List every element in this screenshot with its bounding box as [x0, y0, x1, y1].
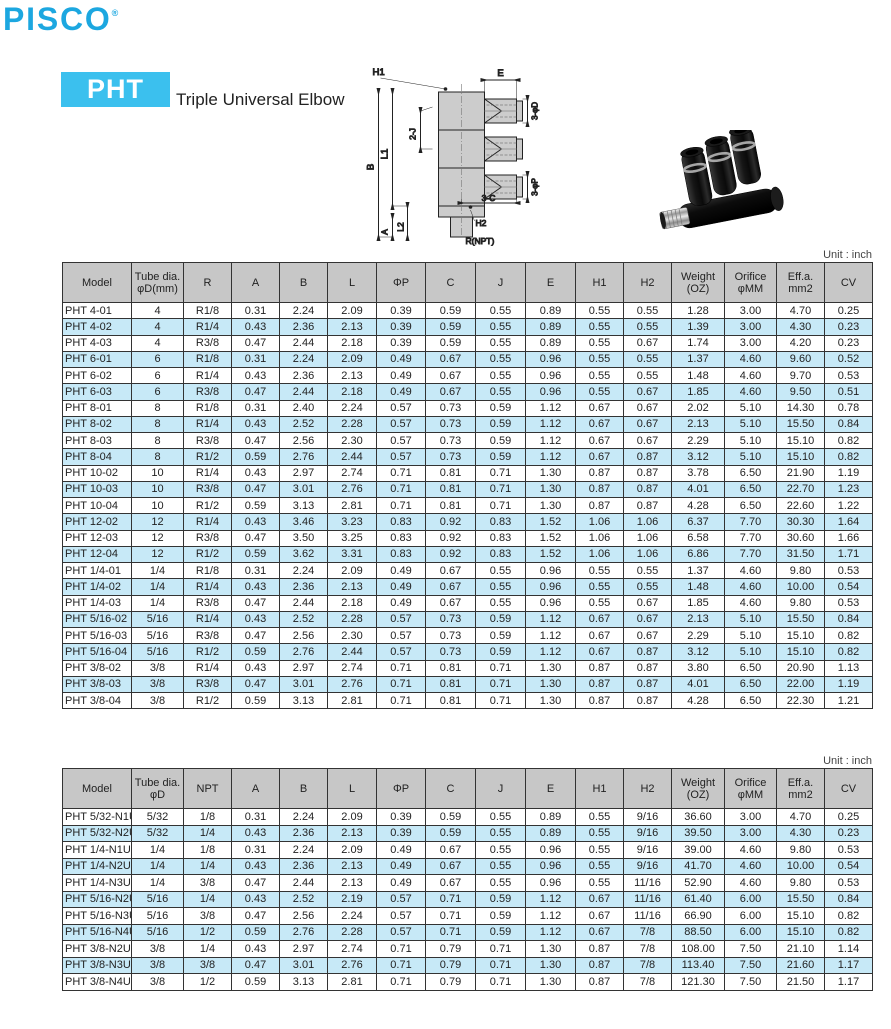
- svg-text:A: A: [380, 229, 390, 235]
- svg-text:3-φP: 3-φP: [531, 178, 540, 196]
- svg-text:E: E: [497, 68, 503, 79]
- svg-text:L1: L1: [380, 149, 391, 160]
- svg-text:3-C: 3-C: [482, 193, 496, 203]
- svg-text:2-J: 2-J: [408, 128, 418, 140]
- svg-text:H1: H1: [373, 67, 385, 78]
- svg-text:B: B: [366, 164, 377, 170]
- svg-text:H2: H2: [476, 218, 487, 228]
- svg-text:L2: L2: [396, 222, 406, 232]
- svg-text:3-φD: 3-φD: [531, 102, 540, 120]
- svg-text:R(NPT): R(NPT): [466, 236, 495, 246]
